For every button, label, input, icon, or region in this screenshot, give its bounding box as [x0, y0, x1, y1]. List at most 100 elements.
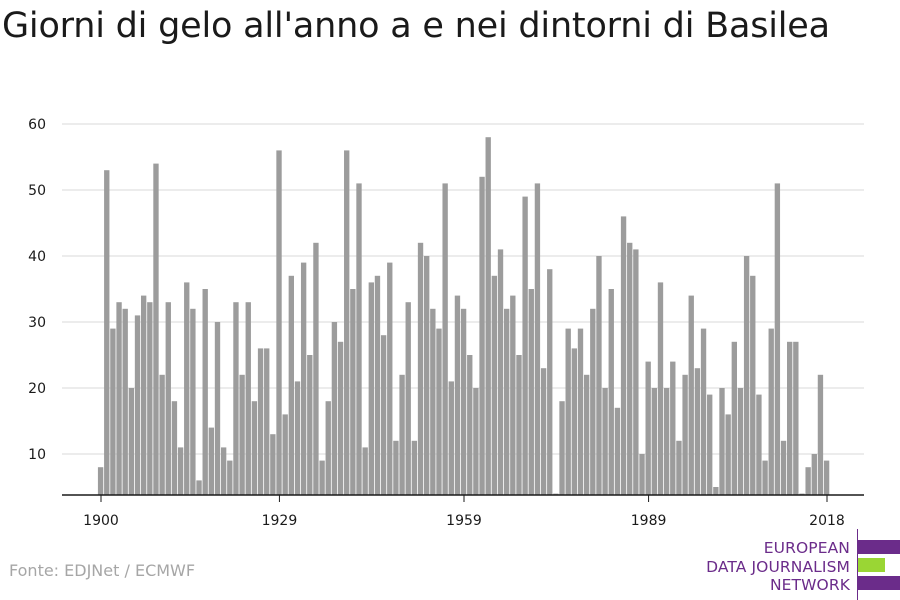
bar-1934 — [307, 355, 313, 495]
bar-2009 — [768, 328, 774, 495]
bar-2015 — [805, 467, 811, 495]
bar-1995 — [682, 374, 688, 495]
bar-1998 — [700, 328, 707, 495]
bar-1969 — [522, 196, 528, 495]
bar-1948 — [393, 440, 399, 495]
bar-1971 — [534, 183, 541, 495]
bar-2013 — [793, 341, 799, 495]
bar-1976 — [565, 328, 571, 495]
bar-1927 — [264, 348, 270, 495]
bar-1926 — [257, 348, 264, 495]
bar-1945 — [374, 275, 381, 495]
source-note: Fonte: EDJNet / ECMWF — [9, 561, 196, 580]
bar-1938 — [331, 322, 338, 495]
bar-1919 — [214, 322, 221, 495]
x-tick-label: 2018 — [809, 513, 845, 529]
bar-1980 — [590, 308, 596, 495]
bar-1972 — [540, 368, 547, 495]
bar-1955 — [436, 328, 442, 495]
bar-2004 — [737, 388, 744, 495]
bar-1953 — [424, 256, 430, 495]
bar-1994 — [676, 440, 682, 495]
bar-1932 — [294, 381, 301, 495]
edjnet-logo: EUROPEAN DATA JOURNALISM NETWORK — [700, 529, 900, 600]
logo-line-network: NETWORK — [769, 576, 850, 594]
logo-bar-green — [858, 558, 885, 572]
bar-1987 — [633, 249, 639, 495]
bar-1921 — [227, 460, 233, 495]
y-tick-label: 60 — [28, 117, 46, 133]
bar-1982 — [602, 388, 608, 495]
bar-2012 — [787, 341, 793, 495]
bar-1960 — [467, 355, 473, 495]
bar-1973 — [547, 269, 553, 495]
bar-1942 — [356, 183, 362, 495]
bar-1996 — [688, 295, 694, 495]
bar-2001 — [719, 388, 725, 495]
bar-1962 — [479, 176, 485, 496]
bar-1954 — [430, 308, 436, 495]
bar-1956 — [442, 183, 448, 495]
bar-1933 — [300, 262, 307, 495]
bar-1988 — [639, 454, 645, 495]
bar-1910 — [159, 374, 165, 495]
bar-1946 — [380, 335, 387, 495]
bar-1940 — [344, 150, 350, 495]
bar-1915 — [190, 308, 196, 495]
logo-bar-purple-top — [858, 540, 900, 554]
bar-2011 — [780, 440, 787, 495]
bar-1997 — [694, 368, 701, 495]
x-tick-label: 1989 — [631, 513, 667, 529]
bar-1916 — [196, 480, 202, 495]
x-axis-ticks: 1900 1929 1959 1989 2018 — [83, 495, 845, 529]
x-tick-label: 1900 — [83, 513, 119, 529]
bar-1903 — [116, 302, 122, 495]
bar-1930 — [282, 414, 288, 495]
bar-1978 — [577, 328, 584, 495]
bar-2007 — [756, 394, 762, 495]
bar-1947 — [387, 262, 393, 495]
bar-2005 — [743, 256, 750, 495]
y-tick-label: 30 — [28, 315, 46, 331]
bar-1928 — [270, 434, 276, 495]
bars — [97, 137, 830, 496]
bar-1950 — [405, 302, 411, 495]
bar-1902 — [110, 328, 116, 495]
bar-1939 — [337, 341, 344, 495]
bar-1952 — [417, 242, 424, 495]
bar-1968 — [516, 355, 522, 495]
bar-1907 — [140, 295, 147, 495]
bar-1900 — [97, 467, 104, 495]
y-tick-label: 20 — [28, 381, 46, 397]
bar-1965 — [497, 249, 504, 495]
bar-1984 — [614, 407, 621, 495]
bar-1906 — [134, 315, 141, 495]
bar-1936 — [319, 460, 325, 495]
bar-1904 — [122, 308, 128, 495]
bar-1931 — [288, 275, 294, 495]
bar-2002 — [725, 414, 731, 495]
logo-bar-purple-bottom — [858, 576, 900, 590]
bar-1929 — [276, 150, 282, 495]
bar-1964 — [491, 275, 498, 495]
bar-2016 — [811, 454, 817, 495]
bar-1905 — [128, 388, 135, 495]
bar-1923 — [239, 374, 245, 495]
y-tick-label: 40 — [28, 249, 46, 265]
bar-1909 — [153, 163, 159, 495]
bar-2000 — [713, 487, 719, 495]
bar-1944 — [368, 282, 374, 495]
bar-1993 — [670, 361, 676, 495]
bar-1985 — [620, 216, 627, 495]
bar-1913 — [177, 447, 184, 495]
bar-1986 — [627, 242, 633, 495]
bar-2006 — [750, 275, 756, 495]
bar-1990 — [651, 388, 657, 495]
bar-1914 — [184, 282, 190, 495]
logo-divider — [857, 529, 858, 600]
bar-1959 — [460, 308, 467, 495]
bar-1941 — [350, 289, 356, 495]
bar-1908 — [147, 302, 153, 495]
bar-2018 — [823, 460, 830, 495]
